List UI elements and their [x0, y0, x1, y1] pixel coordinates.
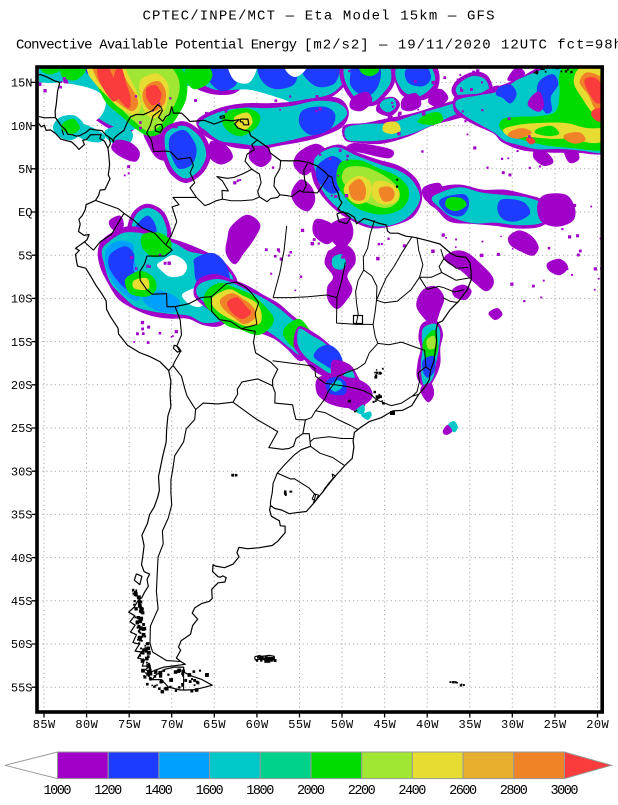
svg-text:10N: 10N	[11, 120, 33, 134]
svg-text:35W: 35W	[459, 718, 482, 732]
svg-text:2200: 2200	[348, 784, 376, 799]
svg-text:[m2/s2] — 19/11/2020 12UTC fct: [m2/s2] — 19/11/2020 12UTC fct=98h	[304, 37, 618, 53]
svg-text:50W: 50W	[331, 718, 354, 732]
svg-text:70W: 70W	[160, 718, 183, 732]
svg-text:15N: 15N	[11, 77, 33, 91]
svg-text:1400: 1400	[145, 784, 173, 799]
svg-text:55S: 55S	[11, 681, 33, 695]
svg-text:5S: 5S	[18, 249, 32, 263]
svg-text:20W: 20W	[586, 718, 609, 732]
svg-text:60W: 60W	[246, 718, 269, 732]
svg-text:3000: 3000	[551, 784, 579, 799]
svg-text:1800: 1800	[246, 784, 274, 799]
svg-text:40S: 40S	[11, 552, 33, 566]
svg-text:15S: 15S	[11, 336, 33, 350]
svg-text:2800: 2800	[500, 784, 528, 799]
svg-text:EQ: EQ	[18, 206, 32, 220]
svg-text:35S: 35S	[11, 509, 33, 523]
svg-text:1000: 1000	[44, 784, 72, 799]
svg-text:2000: 2000	[297, 784, 325, 799]
svg-text:2400: 2400	[398, 784, 426, 799]
svg-text:65W: 65W	[203, 718, 226, 732]
svg-text:Convective Available Potential: Convective Available Potential Energy	[16, 37, 297, 53]
svg-text:30W: 30W	[501, 718, 524, 732]
svg-text:85W: 85W	[33, 718, 56, 732]
svg-text:45W: 45W	[373, 718, 396, 732]
svg-text:25S: 25S	[11, 422, 33, 436]
svg-text:5N: 5N	[18, 163, 32, 177]
svg-text:CPTEC/INPE/MCT — Eta Model 15: CPTEC/INPE/MCT — Eta Model 15km — GFS	[143, 9, 495, 25]
svg-text:1600: 1600	[196, 784, 224, 799]
svg-text:2600: 2600	[449, 784, 477, 799]
svg-text:50S: 50S	[11, 638, 33, 652]
svg-text:1200: 1200	[94, 784, 122, 799]
svg-text:20S: 20S	[11, 379, 33, 393]
svg-text:80W: 80W	[75, 718, 98, 732]
svg-text:40W: 40W	[416, 718, 439, 732]
svg-text:55W: 55W	[288, 718, 311, 732]
svg-text:45S: 45S	[11, 595, 33, 609]
svg-text:30S: 30S	[11, 465, 33, 479]
svg-text:10S: 10S	[11, 293, 33, 307]
svg-text:75W: 75W	[118, 718, 141, 732]
svg-text:25W: 25W	[544, 718, 567, 732]
